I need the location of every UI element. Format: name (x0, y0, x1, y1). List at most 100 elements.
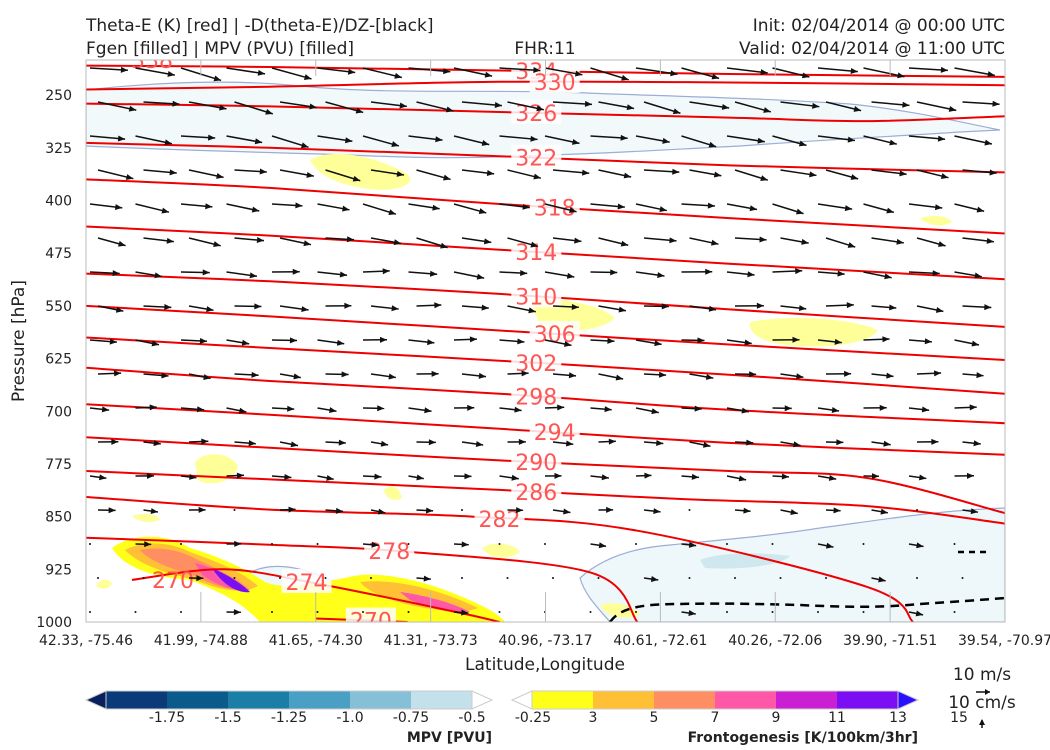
wind-vector-head (483, 238, 492, 245)
x-tick-label: 40.61, -72.61 (613, 633, 707, 649)
wind-vector-head (617, 203, 625, 210)
title-init-time: Init: 02/04/2014 @ 00:00 UTC (753, 16, 1005, 36)
wind-vector-head (707, 202, 715, 209)
wind-vector-head (626, 104, 635, 111)
wind-vector (408, 67, 451, 73)
wind-vector-head (516, 507, 524, 514)
wind-vector-head (380, 440, 389, 447)
title-left-line2: Fgen [filled] | MPV (PVU) [filled] (86, 39, 354, 59)
colorbar-segment (106, 691, 168, 709)
wind-vector-head (461, 541, 469, 548)
x-tick-label: 42.33, -75.46 (39, 633, 133, 649)
wind-vector-head (213, 75, 222, 82)
wind-vector-head (902, 101, 910, 108)
wind-vector-head (423, 575, 431, 582)
wind-vector-head (113, 370, 122, 377)
wind-vector-head (847, 242, 856, 248)
wind-vector-head (530, 241, 538, 248)
wind-vector-head (935, 307, 944, 313)
wind-vector-head (836, 439, 844, 446)
wind-vector-head (284, 474, 292, 480)
wind-vector-head (670, 70, 678, 77)
theta-e-contour-label: 318 (534, 196, 576, 221)
wind-vector (771, 543, 774, 545)
wind-vector-head (697, 337, 705, 344)
wind-vector-head (341, 371, 349, 378)
wind-vector-head (620, 134, 628, 141)
wind-vector-head (565, 440, 574, 447)
wind-vector-head (464, 473, 472, 480)
wind-vector-head (289, 337, 297, 344)
colorbar-segment (715, 691, 777, 709)
wind-vector-head (521, 370, 529, 377)
wind-vector-head (738, 475, 747, 482)
wind-vector-head (520, 270, 528, 277)
colorbar-segment (837, 691, 899, 709)
theta-e-contour-label: 338 (131, 49, 173, 74)
contour-label-background (511, 449, 562, 474)
colorbar-segment (228, 691, 290, 709)
wind-vector-head (394, 72, 402, 79)
fgen-region-9 (96, 579, 112, 589)
wind-vector-head (379, 336, 387, 343)
fgen-region-6 (384, 486, 402, 500)
wind-vector-head (118, 240, 126, 247)
wind-vector-head (233, 609, 241, 616)
wind-vector-head (117, 135, 126, 142)
wind-vector-head (976, 372, 984, 379)
contour-label-background (511, 349, 562, 374)
theta-e-contour-322 (86, 141, 1005, 174)
wind-vector-head (971, 340, 980, 347)
wind-vector-head (203, 374, 211, 380)
wind-vector-head (749, 205, 758, 212)
wind-vector-head (339, 271, 348, 278)
wind-vector-head (530, 135, 538, 142)
wind-vector-head (604, 406, 612, 413)
fgen-region-11 (600, 603, 640, 618)
wind-vector-head (932, 270, 940, 277)
contour-label-background (511, 383, 562, 408)
wind-vector-head (825, 542, 834, 549)
wind-vector-head (427, 339, 435, 346)
y-tick-label: 475 (45, 246, 72, 262)
wind-vector-head (743, 507, 751, 514)
wind-vector-head (144, 541, 152, 548)
wind-vector-head (346, 236, 355, 243)
wind-vector (771, 611, 774, 613)
wind-vector-head (336, 339, 345, 346)
wind-vector-head (793, 441, 801, 448)
wind-vector-head (915, 610, 924, 617)
wind-vector-head (574, 237, 582, 244)
theta-e-contour-310 (86, 272, 1005, 328)
y-axis-ticks: 250 325 400 475 550 625 700 775 850 925 1000 (36, 88, 72, 631)
wind-vector-head (153, 440, 161, 447)
wind-vector-head (446, 106, 454, 113)
wind-vector-head (481, 304, 489, 311)
wind-key-horizontal-arrowhead (985, 689, 990, 695)
wind-vector-head (120, 66, 128, 73)
wind-vector (89, 611, 91, 613)
wind-vector-head (623, 172, 632, 179)
wind-vector (552, 577, 554, 579)
wind-vector-head (522, 203, 530, 210)
x-tick-label: 39.90, -71.51 (843, 633, 937, 649)
fgen-region-2 (920, 215, 952, 226)
colorbar-tick-label: 9 (772, 710, 781, 726)
wind-vector-head (109, 338, 117, 345)
wind-vector-head (608, 438, 616, 445)
wind-vector-head (111, 438, 119, 445)
wind-vector-head (461, 609, 469, 616)
wind-vector-head (98, 474, 107, 481)
wind-vector (407, 543, 410, 545)
wind-vector-head (844, 370, 852, 377)
wind-vector-head (533, 173, 541, 180)
wind-vector-head (249, 272, 257, 279)
wind-vector-head (428, 439, 436, 446)
wind-vector-head (850, 67, 858, 74)
wind-vector (134, 611, 137, 613)
wind-vector-head (713, 171, 722, 178)
wind-vector-head (694, 405, 702, 412)
wind-vector-head (335, 507, 344, 514)
fgen-region-10-violet (212, 568, 250, 593)
wind-vector-head (399, 102, 407, 109)
